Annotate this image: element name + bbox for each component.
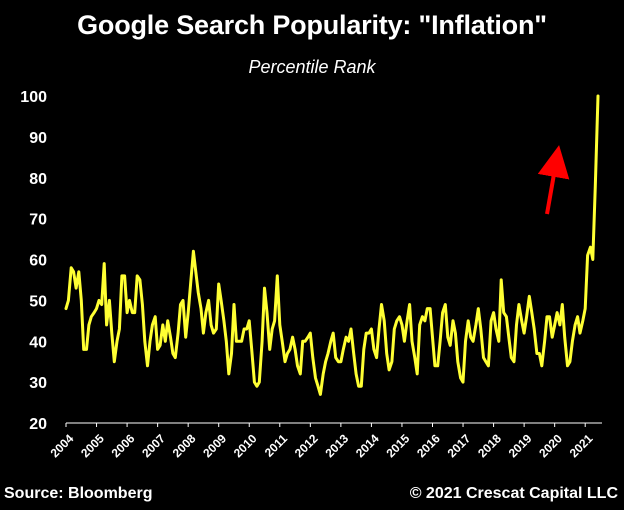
- x-tick-label: 2008: [170, 431, 199, 460]
- x-tick-label: 2004: [48, 431, 77, 460]
- chart-subtitle: Percentile Rank: [248, 57, 376, 77]
- x-tick-label: 2018: [475, 431, 504, 460]
- series-line: [64, 94, 600, 396]
- y-tick-label: 70: [29, 212, 47, 229]
- y-tick-label: 20: [29, 416, 47, 433]
- x-tick-label: 2006: [109, 431, 138, 460]
- x-tick-label: 2009: [200, 431, 229, 460]
- x-tick-label: 2011: [262, 431, 291, 460]
- y-tick-label: 60: [29, 253, 47, 270]
- series-layer: [64, 94, 600, 396]
- x-tick-label: 2012: [292, 431, 321, 460]
- x-tick-label: 2013: [322, 431, 351, 460]
- y-tick-label: 50: [29, 293, 47, 310]
- x-tick-label: 2010: [231, 431, 260, 460]
- source-note: Source: Bloomberg: [4, 485, 153, 502]
- x-tick-label: 2016: [414, 431, 443, 460]
- chart-title: Google Search Popularity: "Inflation": [77, 10, 547, 40]
- red-arrow-annotation: [537, 145, 570, 215]
- y-tick-label: 80: [29, 171, 47, 188]
- y-tick-label: 90: [29, 130, 47, 147]
- x-tick-label: 2017: [445, 431, 474, 460]
- x-tick-label: 2021: [567, 431, 596, 460]
- x-tick-label: 2007: [139, 431, 168, 460]
- y-tick-label: 100: [20, 89, 47, 106]
- x-tick-label: 2020: [536, 431, 565, 460]
- x-tick-label: 2005: [78, 431, 107, 460]
- copyright-note: © 2021 Crescat Capital LLC: [409, 485, 618, 502]
- x-tick-label: 2014: [353, 431, 382, 460]
- x-tick-label: 2015: [384, 431, 413, 460]
- x-tick-label: 2019: [506, 431, 535, 460]
- y-tick-label: 30: [29, 375, 47, 392]
- y-tick-label: 40: [29, 334, 47, 351]
